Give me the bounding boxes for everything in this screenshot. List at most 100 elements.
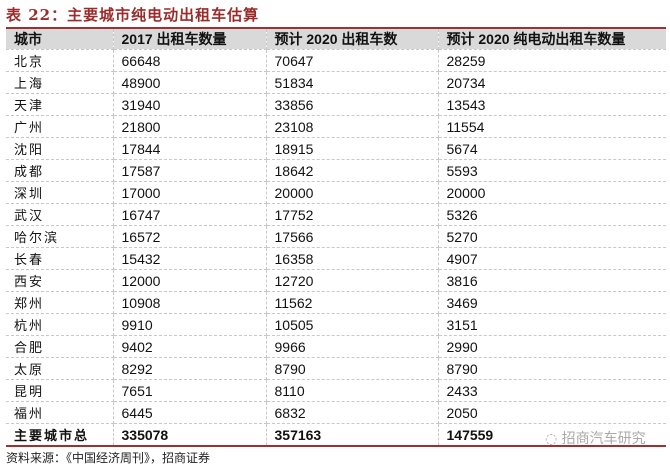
cell-2020: 17566 <box>266 225 439 248</box>
cell-2017: 16747 <box>113 203 267 226</box>
cell-2017: 7651 <box>113 379 267 402</box>
cell-2020: 20000 <box>266 181 439 204</box>
cell-2017: 17844 <box>113 137 267 160</box>
cell-2017: 17587 <box>113 159 267 182</box>
cell-2020-ev: 5674 <box>438 137 666 160</box>
watermark-text: 招商汽车研究 <box>561 431 646 447</box>
table-row: 哈尔滨 16572 17566 5270 <box>6 225 666 248</box>
cell-city: 合肥 <box>6 335 114 358</box>
table-row: 西安 12000 12720 3816 <box>6 269 666 292</box>
watermark: ◌ 招商汽车研究 <box>545 431 646 447</box>
cell-2017: 16572 <box>113 225 267 248</box>
cell-2020: 16358 <box>266 247 439 270</box>
cell-2020-ev: 3816 <box>438 269 666 292</box>
cell-2020-ev: 3151 <box>438 313 666 336</box>
cell-2017: 15432 <box>113 247 267 270</box>
cell-2020-ev: 11554 <box>438 115 666 138</box>
cell-2020: 23108 <box>266 115 439 138</box>
cell-2020-ev: 147559 <box>438 423 666 447</box>
cell-2017: 31940 <box>113 93 267 116</box>
table-row: 杭州 9910 10505 3151 <box>6 313 666 336</box>
header-2017: 2017 出租车数量 <box>113 29 267 50</box>
cell-city: 太原 <box>6 357 114 380</box>
table-title: 表 22：主要城市纯电动出租车估算 <box>6 6 260 24</box>
table-row: 深圳 17000 20000 20000 <box>6 181 666 204</box>
cell-city: 福州 <box>6 401 114 424</box>
cell-2020: 357163 <box>266 423 439 447</box>
table-row: 上海 48900 51834 20734 <box>6 71 666 94</box>
cell-2017: 17000 <box>113 181 267 204</box>
cell-2020-ev: 2433 <box>438 379 666 402</box>
cell-city: 杭州 <box>6 313 114 336</box>
cell-2020: 8790 <box>266 357 439 380</box>
cell-2017: 9402 <box>113 335 267 358</box>
table-row: 武汉 16747 17752 5326 <box>6 203 666 226</box>
cell-2017: 10908 <box>113 291 267 314</box>
cell-2020: 10505 <box>266 313 439 336</box>
cell-city: 哈尔滨 <box>6 225 114 248</box>
cell-city: 成都 <box>6 159 114 182</box>
table-row: 郑州 10908 11562 3469 <box>6 291 666 314</box>
cell-2017: 21800 <box>113 115 267 138</box>
cell-2020: 17752 <box>266 203 439 226</box>
cell-2020: 12720 <box>266 269 439 292</box>
cell-2020: 51834 <box>266 71 439 94</box>
cell-2020-ev: 13543 <box>438 93 666 116</box>
cell-2017: 48900 <box>113 71 267 94</box>
cell-city: 广州 <box>6 115 114 138</box>
cell-2020-ev: 8790 <box>438 357 666 380</box>
cell-2020-ev: 2050 <box>438 401 666 424</box>
table-row: 广州 21800 23108 11554 <box>6 115 666 138</box>
cell-2020-ev: 3469 <box>438 291 666 314</box>
header-city: 城市 <box>6 29 114 50</box>
cell-city: 主要城市总 <box>6 423 114 447</box>
cell-2017: 335078 <box>113 423 267 447</box>
taxi-table: 城市 2017 出租车数量 预计 2020 出租车数 预计 2020 纯电动出租… <box>6 29 666 447</box>
cell-city: 上海 <box>6 71 114 94</box>
cell-city: 郑州 <box>6 291 114 314</box>
title-divider <box>6 27 666 29</box>
cell-2017: 8292 <box>113 357 267 380</box>
header-2020: 预计 2020 出租车数 <box>266 29 439 50</box>
table-row: 太原 8292 8790 8790 <box>6 357 666 380</box>
cell-2020-ev: 5326 <box>438 203 666 226</box>
table-row: 北京 66648 70647 28259 <box>6 49 666 72</box>
header-2020-ev: 预计 2020 纯电动出租车数量 <box>438 29 666 50</box>
table-row: 长春 15432 16358 4907 <box>6 247 666 270</box>
cell-2020-ev: 28259 <box>438 49 666 72</box>
cell-2017: 9910 <box>113 313 267 336</box>
cell-2020-ev: 2990 <box>438 335 666 358</box>
cell-city: 长春 <box>6 247 114 270</box>
cell-2020: 18642 <box>266 159 439 182</box>
table-row: 天津 31940 33856 13543 <box>6 93 666 116</box>
cell-2020-ev: 5270 <box>438 225 666 248</box>
cell-2020: 11562 <box>266 291 439 314</box>
header-row: 城市 2017 出租车数量 预计 2020 出租车数 预计 2020 纯电动出租… <box>6 29 666 50</box>
cell-city: 武汉 <box>6 203 114 226</box>
cell-2020: 70647 <box>266 49 439 72</box>
cell-city: 天津 <box>6 93 114 116</box>
cell-2017: 6445 <box>113 401 267 424</box>
table-row: 昆明 7651 8110 2433 <box>6 379 666 402</box>
cell-2020: 9966 <box>266 335 439 358</box>
cell-2020: 8110 <box>266 379 439 402</box>
cell-2017: 12000 <box>113 269 267 292</box>
total-row: 主要城市总 335078 357163 147559 <box>6 423 666 447</box>
source-note: 资料来源：《中国经济周刊》，招商证券 <box>6 451 211 465</box>
cell-city: 西安 <box>6 269 114 292</box>
cell-city: 昆明 <box>6 379 114 402</box>
table-row: 合肥 9402 9966 2990 <box>6 335 666 358</box>
cell-city: 深圳 <box>6 181 114 204</box>
cell-city: 沈阳 <box>6 137 114 160</box>
table-row: 沈阳 17844 18915 5674 <box>6 137 666 160</box>
cell-2020-ev: 20000 <box>438 181 666 204</box>
cell-2020: 6832 <box>266 401 439 424</box>
cell-city: 北京 <box>6 49 114 72</box>
cell-2017: 66648 <box>113 49 267 72</box>
cell-2020-ev: 4907 <box>438 247 666 270</box>
table-row: 福州 6445 6832 2050 <box>6 401 666 424</box>
cell-2020-ev: 5593 <box>438 159 666 182</box>
cell-2020: 33856 <box>266 93 439 116</box>
cell-2020: 18915 <box>266 137 439 160</box>
cell-2020-ev: 20734 <box>438 71 666 94</box>
